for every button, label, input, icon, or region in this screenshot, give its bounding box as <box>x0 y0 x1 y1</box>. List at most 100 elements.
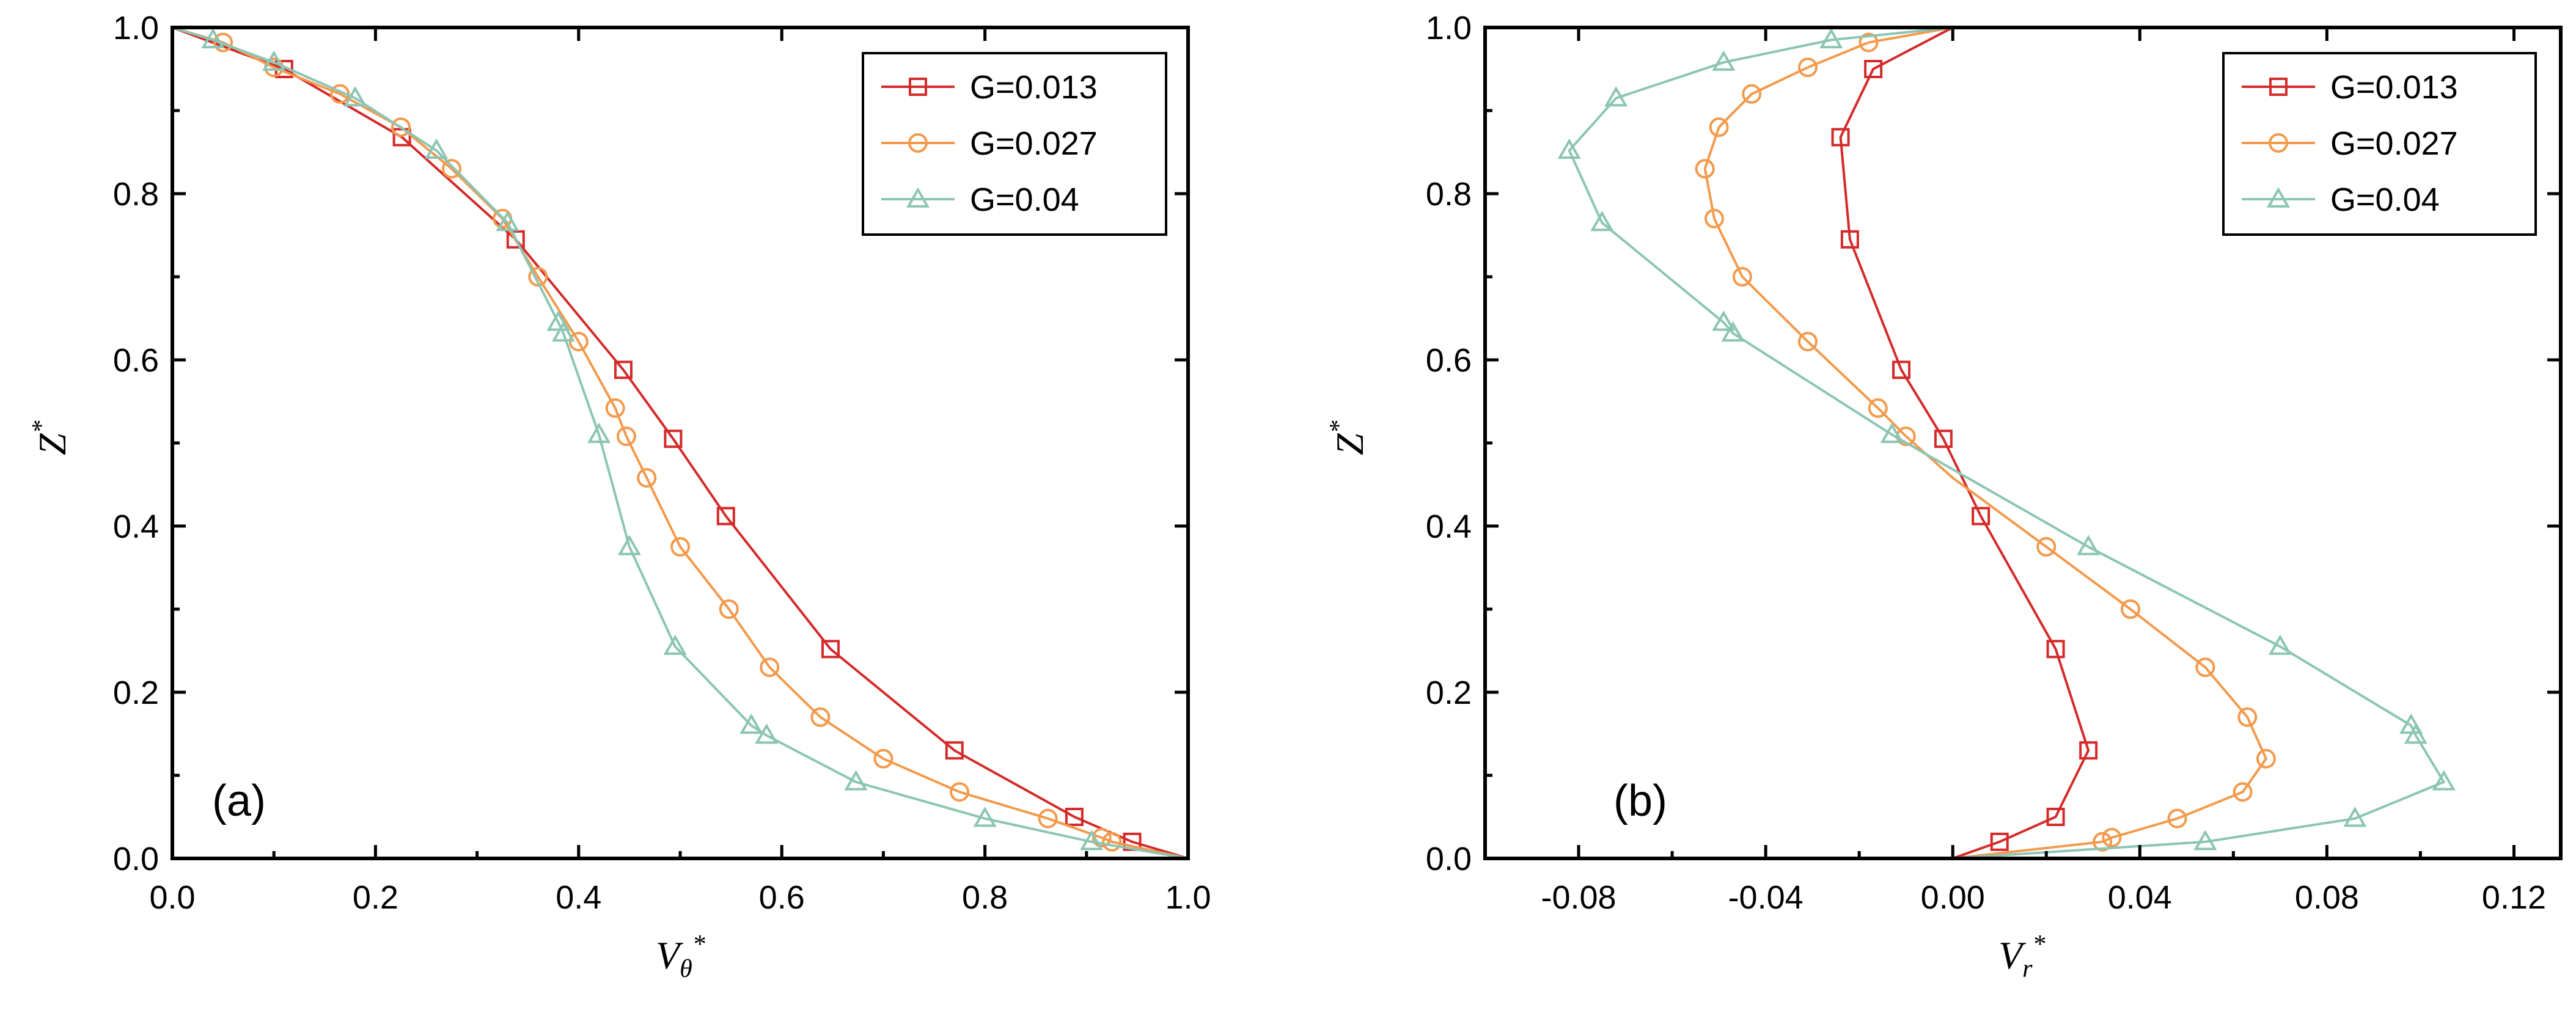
legend-label: G=0.027 <box>2330 125 2458 162</box>
data-point-triangle <box>1557 138 1581 159</box>
data-point-square <box>1990 832 2009 851</box>
data-point-square <box>1934 430 1953 448</box>
data-point-circle <box>2256 748 2276 769</box>
data-point-circle <box>2233 782 2253 802</box>
data-point-square <box>1972 507 1991 525</box>
data-point-square <box>945 741 964 760</box>
data-point-circle <box>213 32 233 53</box>
data-point-circle <box>1092 828 1112 847</box>
data-point-triangle <box>2343 806 2367 827</box>
x-tick-label: 1.0 <box>1165 879 1211 916</box>
data-point-circle <box>391 117 411 137</box>
data-point-triangle <box>551 321 575 342</box>
x-tick-label: 0.8 <box>962 879 1008 916</box>
data-point-triangle <box>844 770 868 791</box>
legend-marker-circle <box>908 133 928 153</box>
data-point-triangle <box>343 86 367 107</box>
data-point-circle <box>1709 117 1729 137</box>
data-point-circle <box>950 782 970 802</box>
data-point-square <box>1840 230 1859 249</box>
data-point-circle <box>670 537 690 557</box>
data-point-triangle <box>1880 422 1904 444</box>
x-tick-label: 0.2 <box>353 879 398 916</box>
y-tick-label: 0.8 <box>113 176 159 213</box>
data-point-triangle <box>2404 723 2427 744</box>
data-point-triangle <box>425 138 449 159</box>
data-point-triangle <box>1604 86 1628 107</box>
data-point-triangle <box>587 422 611 444</box>
data-point-circle <box>1038 808 1058 828</box>
x-tick-label: 0.12 <box>2482 879 2546 916</box>
data-point-circle <box>1859 32 1879 53</box>
data-point-circle <box>442 159 462 179</box>
series-line-circle <box>172 26 1189 860</box>
data-point-circle <box>719 599 739 619</box>
panel-label-b: (b) <box>1613 777 1667 825</box>
data-point-circle <box>2102 828 2122 847</box>
y-tick-label: 1.0 <box>1426 10 1472 46</box>
y-tick-label: 0.8 <box>1426 176 1472 213</box>
data-point-triangle <box>496 210 519 232</box>
data-point-circle <box>616 426 636 447</box>
ticks-a: 0.0 0.2 0.4 0.6 0.8 1.0 0.0 0.2 0.4 0.6 0.8 1.0 <box>113 10 1211 916</box>
y-tick-label: 1.0 <box>113 10 159 46</box>
data-point-square <box>506 230 525 249</box>
y-tick-label: 0.6 <box>1426 342 1472 379</box>
series-layer-a <box>172 26 1189 860</box>
series-layer-b <box>1557 26 2456 860</box>
x-tick-label: -0.08 <box>1541 879 1616 916</box>
series-line-square <box>1839 26 2090 860</box>
data-point-circle <box>1742 84 1762 104</box>
series-line-square <box>172 26 1189 860</box>
y-tick-label: 0.0 <box>1426 841 1472 877</box>
data-point-triangle <box>1712 310 1736 331</box>
x-tick-label: 0.08 <box>2295 879 2359 916</box>
data-point-triangle <box>755 723 779 744</box>
y-tick-label: 0.2 <box>1426 675 1472 711</box>
x-tick-label: 0.6 <box>759 879 805 916</box>
legend-label: G=0.013 <box>2330 69 2458 106</box>
x-tick-label: 0.0 <box>149 879 195 916</box>
data-point-triangle <box>2432 770 2456 791</box>
data-point-triangle <box>546 310 570 331</box>
legend-label: G=0.027 <box>970 125 1098 162</box>
data-point-circle <box>2036 537 2057 557</box>
legend-b: G=0.013 G=0.027 G=0.04 <box>2222 52 2537 236</box>
data-point-circle <box>637 468 657 488</box>
data-point-square <box>2046 640 2065 659</box>
data-point-circle <box>760 657 780 678</box>
legend-marker-triangle <box>2266 187 2291 208</box>
data-point-circle <box>528 267 548 287</box>
data-point-triangle <box>739 713 763 734</box>
ticks-b: -0.08 -0.04 0.00 0.04 0.08 0.12 0.0 0.2 0.4 0.6 0.… <box>1426 10 2561 916</box>
data-point-square <box>1892 360 1911 379</box>
x-tick-label: 0.4 <box>556 879 601 916</box>
y-tick-label: 0.2 <box>113 675 159 711</box>
x-tick-label: 0.04 <box>2108 879 2172 916</box>
data-point-square <box>716 507 735 525</box>
panel-label-a: (a) <box>212 777 266 825</box>
data-point-circle <box>873 748 894 769</box>
data-point-square <box>821 640 840 659</box>
data-point-triangle <box>1819 27 1843 49</box>
y-axis-title-a: Z* <box>28 420 74 455</box>
x-tick-label: -0.04 <box>1728 879 1804 916</box>
series-line-triangle <box>172 26 1189 860</box>
data-point-circle <box>1868 398 1888 418</box>
data-point-circle <box>1798 57 1818 78</box>
chart-panel-a: 0.0 0.2 0.4 0.6 0.8 1.0 0.0 0.2 0.4 0.6 0.8 1.0 (a)… <box>28 10 1211 983</box>
data-point-square <box>2079 741 2098 760</box>
data-point-triangle <box>1080 830 1104 850</box>
data-point-square <box>2046 808 2065 826</box>
data-point-circle <box>1732 267 1752 287</box>
legend-marker-square <box>909 78 927 96</box>
series-line-triangle <box>1568 26 2446 860</box>
data-point-circle <box>2121 599 2140 619</box>
x-axis-title-a: Vθ* <box>656 931 705 983</box>
data-point-triangle <box>2399 713 2423 734</box>
data-point-triangle <box>2268 634 2292 655</box>
data-point-circle <box>2093 832 2113 852</box>
data-point-circle <box>605 398 625 418</box>
legend-marker-circle <box>2269 133 2288 153</box>
